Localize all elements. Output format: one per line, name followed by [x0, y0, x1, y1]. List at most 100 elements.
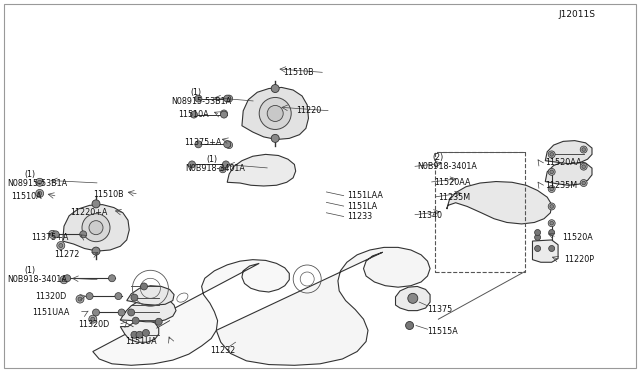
Circle shape — [91, 317, 95, 321]
Polygon shape — [120, 298, 176, 322]
Circle shape — [109, 275, 115, 282]
Circle shape — [136, 331, 143, 338]
Circle shape — [582, 148, 586, 151]
Circle shape — [92, 200, 100, 208]
Text: 11320D: 11320D — [35, 292, 67, 301]
Text: N0B918-3401A: N0B918-3401A — [417, 162, 477, 171]
Text: (1): (1) — [24, 266, 35, 275]
Text: N08915-53B1A: N08915-53B1A — [8, 179, 68, 187]
Circle shape — [226, 95, 232, 102]
Circle shape — [227, 143, 231, 147]
Circle shape — [221, 111, 227, 118]
Text: 11233: 11233 — [347, 212, 372, 221]
Circle shape — [227, 97, 231, 100]
Circle shape — [259, 97, 291, 129]
Polygon shape — [216, 247, 430, 365]
Text: 1151LAA: 1151LAA — [347, 191, 383, 200]
Circle shape — [224, 95, 230, 102]
Circle shape — [548, 151, 555, 158]
Text: 11375+A: 11375+A — [184, 138, 221, 147]
Circle shape — [131, 294, 138, 301]
Circle shape — [115, 293, 122, 299]
Circle shape — [156, 318, 162, 325]
Circle shape — [548, 246, 555, 251]
Circle shape — [36, 189, 44, 198]
Circle shape — [226, 142, 232, 148]
Text: 11375+A: 11375+A — [31, 233, 68, 242]
Circle shape — [189, 161, 195, 168]
Circle shape — [52, 231, 59, 238]
Circle shape — [408, 294, 418, 303]
Polygon shape — [545, 161, 592, 185]
Circle shape — [128, 309, 134, 316]
Text: 11320D: 11320D — [78, 320, 109, 329]
Text: 11220+A: 11220+A — [70, 208, 108, 217]
Text: 11510A: 11510A — [178, 110, 209, 119]
Circle shape — [548, 169, 555, 175]
Circle shape — [80, 231, 86, 238]
Bar — [435, 152, 525, 272]
Polygon shape — [447, 182, 552, 224]
Polygon shape — [396, 286, 430, 311]
Circle shape — [550, 221, 554, 225]
Polygon shape — [545, 141, 592, 164]
Text: 1151LA: 1151LA — [347, 202, 377, 211]
Circle shape — [82, 214, 110, 242]
Polygon shape — [120, 320, 159, 342]
Circle shape — [550, 170, 554, 174]
Text: 11232: 11232 — [210, 346, 235, 355]
Circle shape — [38, 192, 42, 195]
Circle shape — [271, 134, 279, 142]
Circle shape — [89, 315, 97, 323]
Text: 11375: 11375 — [428, 305, 452, 314]
Circle shape — [548, 220, 555, 227]
Text: 1151UA: 1151UA — [125, 337, 156, 346]
Circle shape — [580, 163, 587, 170]
Text: 11520A: 11520A — [562, 233, 593, 242]
Circle shape — [118, 309, 125, 316]
Text: 11235M: 11235M — [438, 193, 470, 202]
Text: J12011S: J12011S — [558, 10, 595, 19]
Circle shape — [93, 309, 99, 316]
Text: (1): (1) — [206, 155, 217, 164]
Circle shape — [195, 95, 202, 102]
Circle shape — [548, 230, 555, 235]
Circle shape — [534, 230, 541, 235]
Circle shape — [49, 230, 56, 238]
Circle shape — [191, 111, 197, 118]
Circle shape — [64, 275, 70, 282]
Text: 11235M: 11235M — [545, 181, 577, 190]
Circle shape — [51, 232, 54, 236]
Circle shape — [57, 241, 65, 250]
Text: 11510B: 11510B — [93, 190, 124, 199]
Circle shape — [223, 161, 229, 168]
Circle shape — [59, 244, 63, 247]
Circle shape — [548, 186, 555, 192]
Circle shape — [76, 295, 84, 303]
Text: 11515A: 11515A — [428, 327, 458, 336]
Circle shape — [271, 84, 279, 93]
Text: N0B918-3401A: N0B918-3401A — [186, 164, 246, 173]
Circle shape — [78, 297, 82, 301]
Text: (2): (2) — [432, 153, 444, 162]
Text: 11340: 11340 — [417, 211, 442, 219]
Circle shape — [550, 153, 554, 156]
Circle shape — [143, 330, 149, 336]
Circle shape — [86, 293, 93, 299]
Text: 11220P: 11220P — [564, 255, 595, 264]
Text: 11520AA: 11520AA — [434, 178, 470, 187]
Circle shape — [36, 178, 44, 186]
Circle shape — [580, 180, 587, 186]
Text: 11272: 11272 — [54, 250, 80, 259]
Circle shape — [221, 110, 227, 117]
Text: 11520AA: 11520AA — [545, 158, 582, 167]
Polygon shape — [93, 260, 289, 365]
Circle shape — [60, 276, 68, 284]
Polygon shape — [127, 286, 174, 305]
Text: (1): (1) — [191, 88, 202, 97]
Text: 11510A: 11510A — [12, 192, 42, 201]
Circle shape — [62, 278, 66, 282]
Circle shape — [89, 221, 103, 235]
Text: 11220: 11220 — [296, 106, 321, 115]
Text: N0B918-3401A: N0B918-3401A — [8, 275, 68, 284]
